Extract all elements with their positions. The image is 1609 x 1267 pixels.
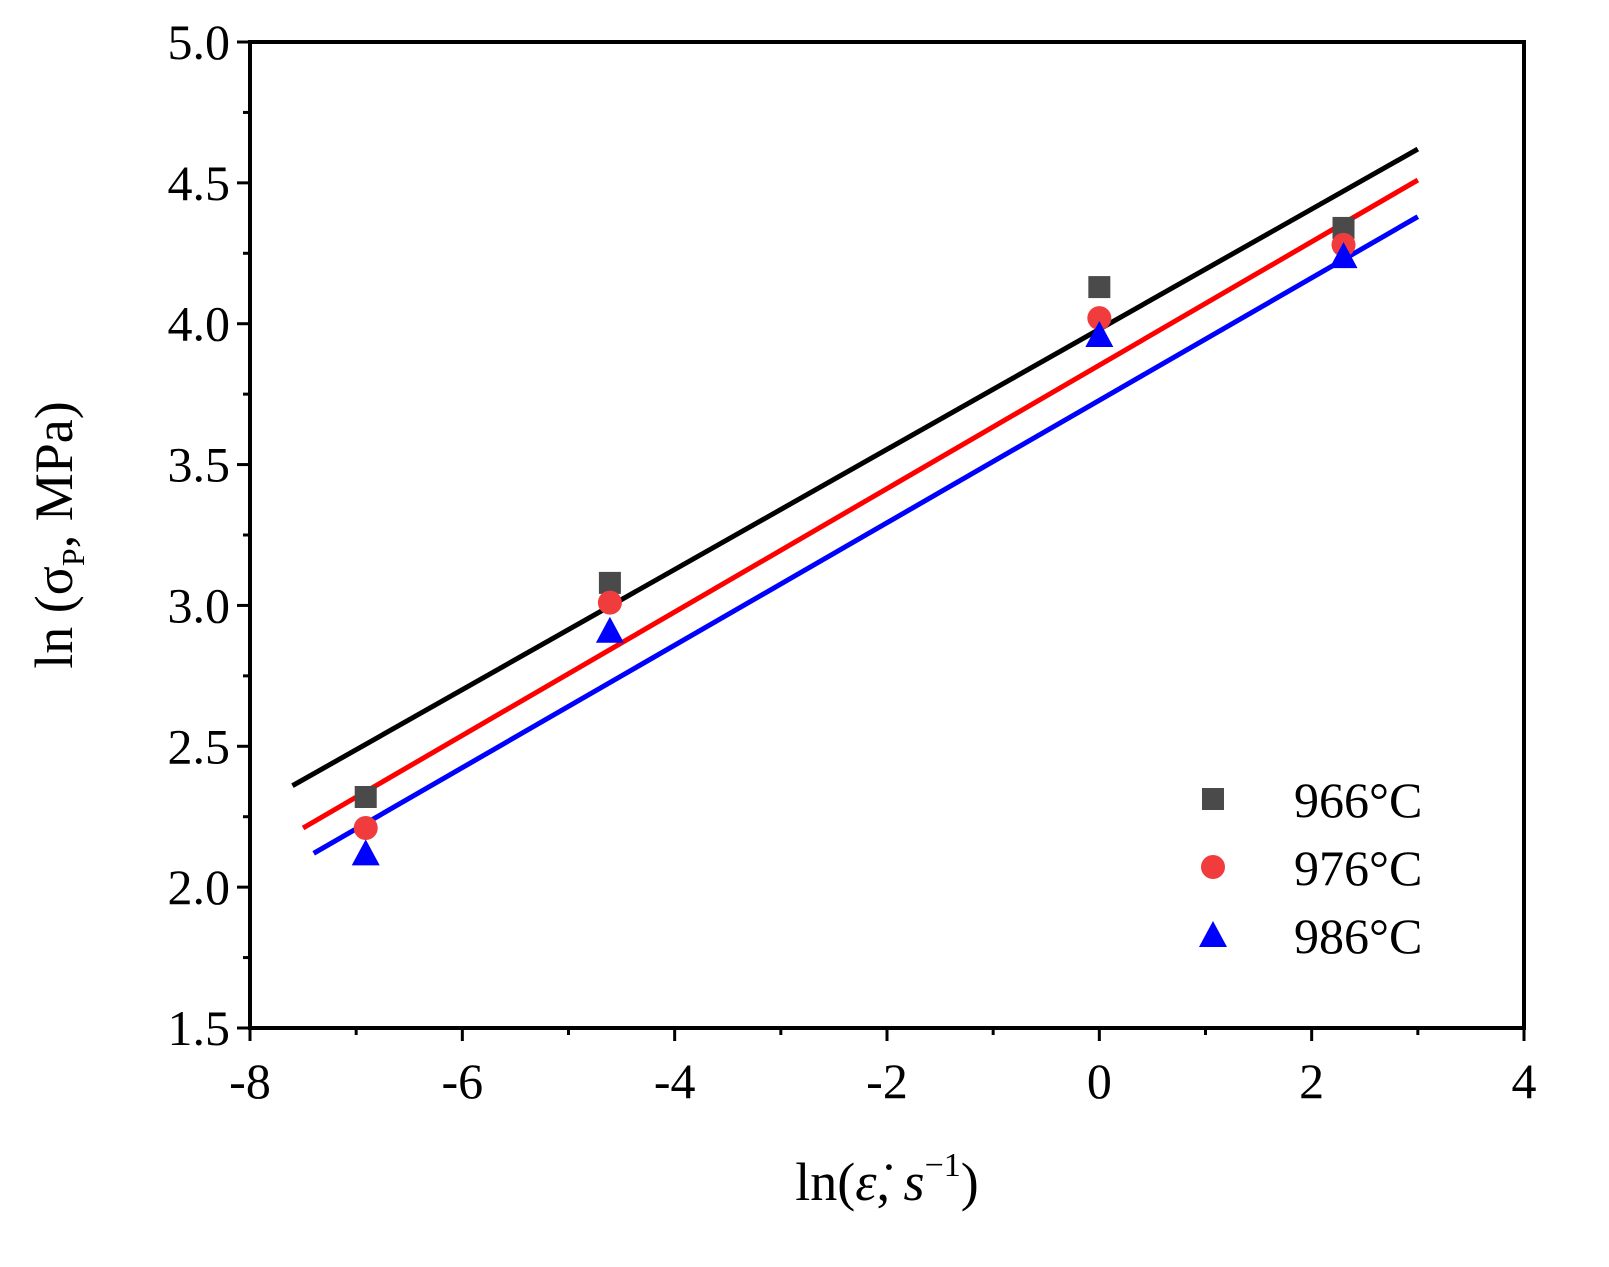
- data-point-series-0: [354, 785, 377, 808]
- data-point-series-2: [595, 616, 624, 643]
- data-point-series-1: [353, 815, 378, 840]
- x-tick-label: -8: [229, 1053, 271, 1109]
- legend-label: 986°C: [1294, 908, 1422, 964]
- x-tick-label: -2: [866, 1053, 908, 1109]
- data-point-series-0: [1332, 216, 1355, 239]
- data-point-series-2: [1329, 242, 1358, 269]
- legend-label: 966°C: [1294, 772, 1422, 828]
- legend-marker: [1199, 921, 1227, 947]
- y-tick-label: 3.0: [168, 577, 231, 633]
- x-axis-title: ln(ε̇, s−1): [795, 1147, 978, 1212]
- y-tick-label: 1.5: [168, 1000, 231, 1056]
- fit-line-1: [301, 177, 1420, 831]
- legend: 966°C 976°C 986°C: [1199, 772, 1422, 964]
- data-point-series-1: [597, 590, 622, 615]
- y-tick-label: 2.0: [168, 859, 231, 915]
- y-tick-label: 3.5: [168, 437, 231, 493]
- x-tick-label: 4: [1512, 1053, 1537, 1109]
- y-axis-title: ln (σP, MPa): [24, 401, 91, 668]
- data-point-series-0: [598, 571, 621, 594]
- x-tick-label: 0: [1087, 1053, 1112, 1109]
- axis-ticks: -8 -6 -4 -2 0 2 4 1.5 2.0 2.5 3.0 3.5 4.0 4.5 5.0: [168, 14, 1537, 1109]
- x-tick-label: 2: [1299, 1053, 1324, 1109]
- legend-marker: [1201, 855, 1225, 879]
- x-tick-label: -4: [654, 1053, 696, 1109]
- y-tick-label: 5.0: [168, 14, 231, 70]
- x-tick-label: -6: [442, 1053, 484, 1109]
- legend-marker: [1202, 788, 1224, 810]
- data-point-series-2: [351, 839, 380, 866]
- plot-content: [291, 146, 1420, 866]
- y-tick-label: 4.0: [168, 296, 231, 352]
- fit-line-2: [312, 214, 1420, 856]
- data-point-series-2: [1085, 320, 1114, 347]
- y-tick-label: 2.5: [168, 718, 231, 774]
- y-tick-label: 4.5: [168, 155, 231, 211]
- data-point-series-0: [1088, 276, 1111, 299]
- legend-label: 976°C: [1294, 840, 1422, 896]
- data-point-series-1: [1087, 306, 1112, 331]
- fit-line-0: [291, 146, 1420, 788]
